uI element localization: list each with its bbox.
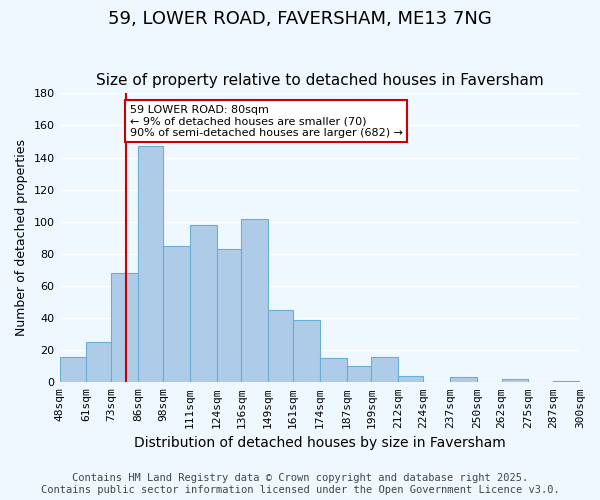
Text: Contains HM Land Registry data © Crown copyright and database right 2025.
Contai: Contains HM Land Registry data © Crown c… xyxy=(41,474,559,495)
Bar xyxy=(268,310,293,382)
X-axis label: Distribution of detached houses by size in Faversham: Distribution of detached houses by size … xyxy=(134,436,506,450)
Text: 59 LOWER ROAD: 80sqm
← 9% of detached houses are smaller (70)
90% of semi-detach: 59 LOWER ROAD: 80sqm ← 9% of detached ho… xyxy=(130,104,403,138)
Title: Size of property relative to detached houses in Faversham: Size of property relative to detached ho… xyxy=(96,73,544,88)
Bar xyxy=(138,146,163,382)
Bar xyxy=(320,358,347,382)
Bar xyxy=(163,246,190,382)
Bar xyxy=(450,378,477,382)
Text: 59, LOWER ROAD, FAVERSHAM, ME13 7NG: 59, LOWER ROAD, FAVERSHAM, ME13 7NG xyxy=(108,10,492,28)
Bar xyxy=(398,376,423,382)
Bar xyxy=(347,366,371,382)
Bar xyxy=(59,356,86,382)
Bar xyxy=(293,320,320,382)
Bar xyxy=(190,225,217,382)
Bar xyxy=(111,273,138,382)
Bar xyxy=(86,342,111,382)
Bar xyxy=(553,380,580,382)
Y-axis label: Number of detached properties: Number of detached properties xyxy=(15,140,28,336)
Bar xyxy=(371,356,398,382)
Bar xyxy=(502,379,529,382)
Bar xyxy=(241,218,268,382)
Bar xyxy=(217,249,241,382)
